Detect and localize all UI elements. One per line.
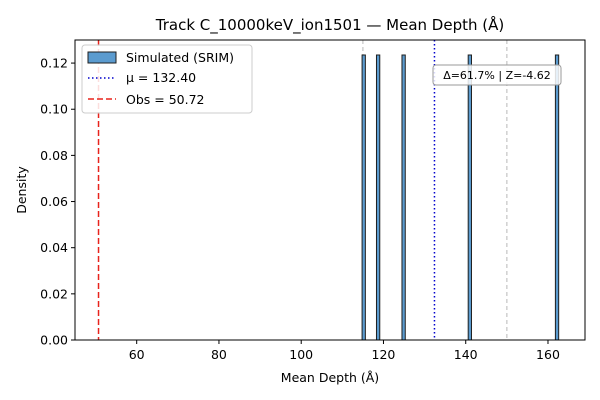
x-tick-label: 60 (129, 347, 145, 362)
x-tick-label: 160 (536, 347, 560, 362)
y-tick-label: 0.10 (40, 102, 68, 117)
legend-swatch-simulated (87, 51, 117, 64)
y-axis: 0.00 0.02 0.04 0.06 0.08 0.10 0.12 (40, 56, 75, 348)
legend-label-mean: μ = 132.40 (126, 70, 196, 85)
y-tick-label: 0.06 (40, 194, 68, 209)
histogram-bar-3 (467, 54, 472, 341)
x-axis: 60 80 100 120 140 160 (129, 340, 560, 362)
legend-box (81, 44, 253, 114)
axes-frame (74, 39, 586, 341)
legend-label-simulated: Simulated (SRIM) (126, 50, 234, 65)
histogram-bar-4 (554, 54, 560, 341)
y-tick-label: 0.02 (40, 286, 68, 301)
y-tick-label: 0.08 (40, 148, 68, 163)
x-axis-label: Mean Depth (Å) (281, 370, 379, 385)
legend: Simulated (SRIM) μ = 132.40 Obs = 50.72 (81, 44, 253, 114)
y-tick-label: 0.12 (40, 56, 68, 71)
stats-annotation-text: Δ=61.7% | Z=-4.62 (443, 69, 551, 82)
y-axis-label: Density (14, 166, 29, 214)
stats-annotation-box (432, 64, 562, 86)
x-tick-label: 80 (211, 347, 227, 362)
histogram-bar-0 (361, 54, 366, 341)
y-tick-label: 0.04 (40, 240, 68, 255)
stats-annotation: Δ=61.7% | Z=-4.62 (432, 64, 562, 86)
histogram-bar-1 (375, 54, 381, 341)
histogram-bar-2 (401, 54, 406, 341)
x-tick-label: 140 (454, 347, 478, 362)
y-tick-label: 0.00 (40, 333, 68, 348)
x-tick-label: 120 (372, 347, 396, 362)
legend-label-obs: Obs = 50.72 (126, 92, 205, 107)
chart-title: Track C_10000keV_ion1501 — Mean Depth (Å… (155, 15, 504, 35)
x-tick-label: 100 (289, 347, 313, 362)
